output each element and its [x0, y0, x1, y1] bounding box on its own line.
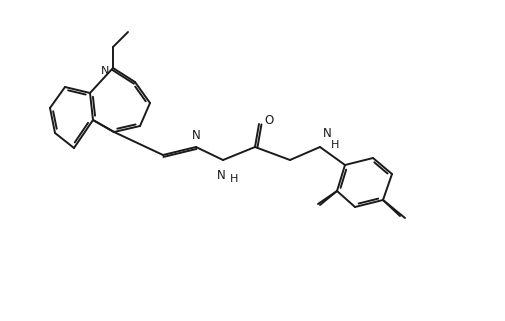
Text: N: N	[191, 129, 200, 142]
Text: N: N	[100, 66, 109, 76]
Text: O: O	[264, 115, 273, 127]
Text: H: H	[331, 140, 339, 150]
Text: N: N	[323, 127, 332, 140]
Text: N: N	[217, 169, 225, 182]
Text: H: H	[230, 174, 238, 184]
